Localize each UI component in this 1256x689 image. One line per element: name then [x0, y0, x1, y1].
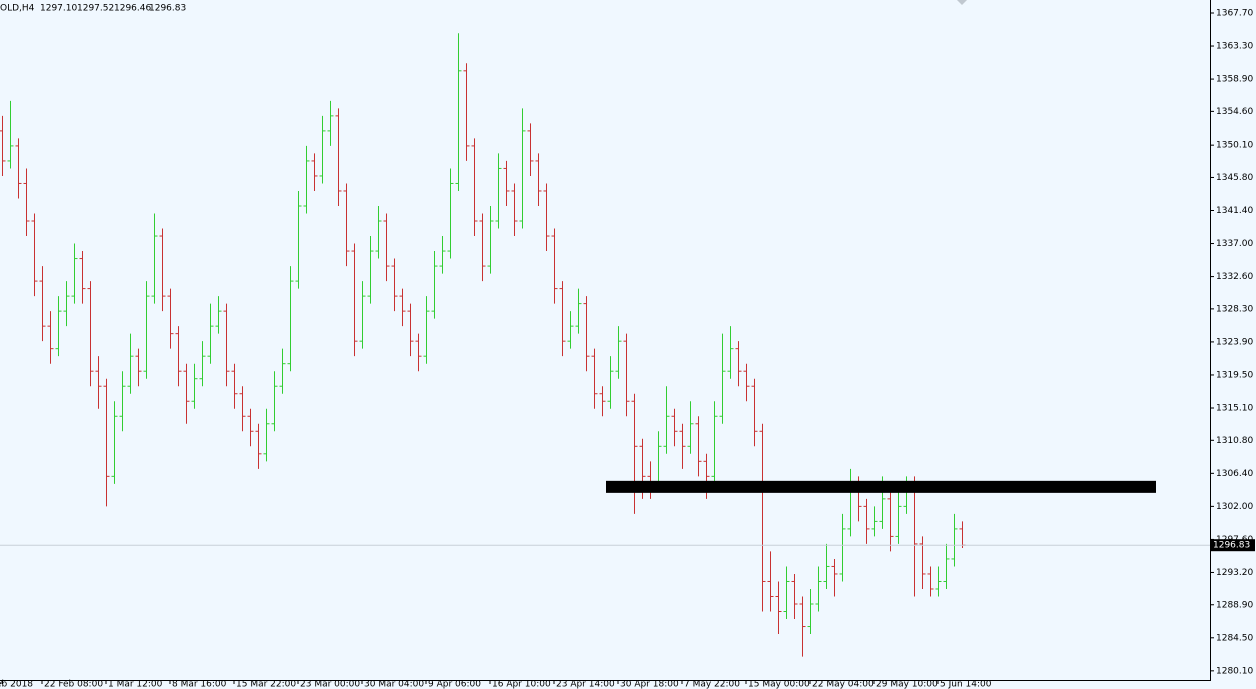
last-price-label: 1296.83	[1213, 541, 1250, 551]
y-tick-label: 1319.50	[1216, 370, 1253, 380]
symbol-label: OLD,H4	[0, 4, 35, 14]
x-tick-label: 5 Jun 14:00	[940, 680, 992, 689]
y-tick-label: 1350.10	[1216, 141, 1253, 151]
y-tick-label: 1302.00	[1216, 502, 1253, 512]
y-tick-label: 1315.10	[1216, 404, 1253, 414]
y-tick-label: 1332.60	[1216, 272, 1253, 282]
x-tick-label: eb 2018	[0, 680, 33, 689]
y-tick-label: 1310.80	[1216, 436, 1253, 446]
quote-open: 1297.10	[40, 4, 77, 14]
y-tick-label: 1358.90	[1216, 75, 1253, 85]
x-tick-label: 23 Apr 14:00	[556, 680, 615, 689]
x-tick-label: 1 Mar 12:00	[108, 680, 163, 689]
zone-rectangle	[606, 480, 1156, 493]
shift-marker	[957, 0, 967, 5]
x-tick-label: 8 Mar 16:00	[172, 680, 227, 689]
y-tick-label: 1323.90	[1216, 337, 1253, 347]
y-tick-label: 1367.70	[1216, 8, 1253, 18]
y-tick-label: 1363.30	[1216, 42, 1253, 52]
y-tick-label: 1337.00	[1216, 239, 1253, 249]
quote-low: 1296.46	[114, 4, 151, 14]
x-tick-label: 30 Apr 18:00	[620, 680, 679, 689]
x-tick-label: 15 Mar 22:00	[236, 680, 296, 689]
quote-high: 1297.52	[77, 4, 114, 14]
x-tick-label: 9 Apr 06:00	[428, 680, 481, 689]
y-tick-label: 1354.60	[1216, 107, 1253, 117]
x-tick-label: 23 Mar 00:00	[300, 680, 360, 689]
y-tick-label: 1306.40	[1216, 469, 1253, 479]
y-tick-label: 1293.20	[1216, 568, 1253, 578]
x-tick-label: 7 May 22:00	[684, 680, 740, 689]
y-tick-label: 1288.90	[1216, 600, 1253, 610]
x-tick-label: 15 May 00:00	[748, 680, 810, 689]
last-price-box	[1211, 539, 1255, 552]
x-tick-label: 29 May 10:00	[876, 680, 938, 689]
y-tick-label: 1328.30	[1216, 304, 1253, 314]
x-tick-label: 16 Apr 10:00	[492, 680, 551, 689]
y-tick-label: 1341.40	[1216, 206, 1253, 216]
y-tick-label: 1345.80	[1216, 173, 1253, 183]
y-tick-label: 1284.50	[1216, 633, 1253, 643]
y-tick-label: 1280.10	[1216, 666, 1253, 676]
x-tick-label: 22 Feb 08:00	[44, 680, 103, 689]
x-tick-label: 30 Mar 04:00	[364, 680, 424, 689]
x-tick-label: 22 May 04:00	[812, 680, 874, 689]
quote-close: 1296.83	[149, 4, 186, 14]
